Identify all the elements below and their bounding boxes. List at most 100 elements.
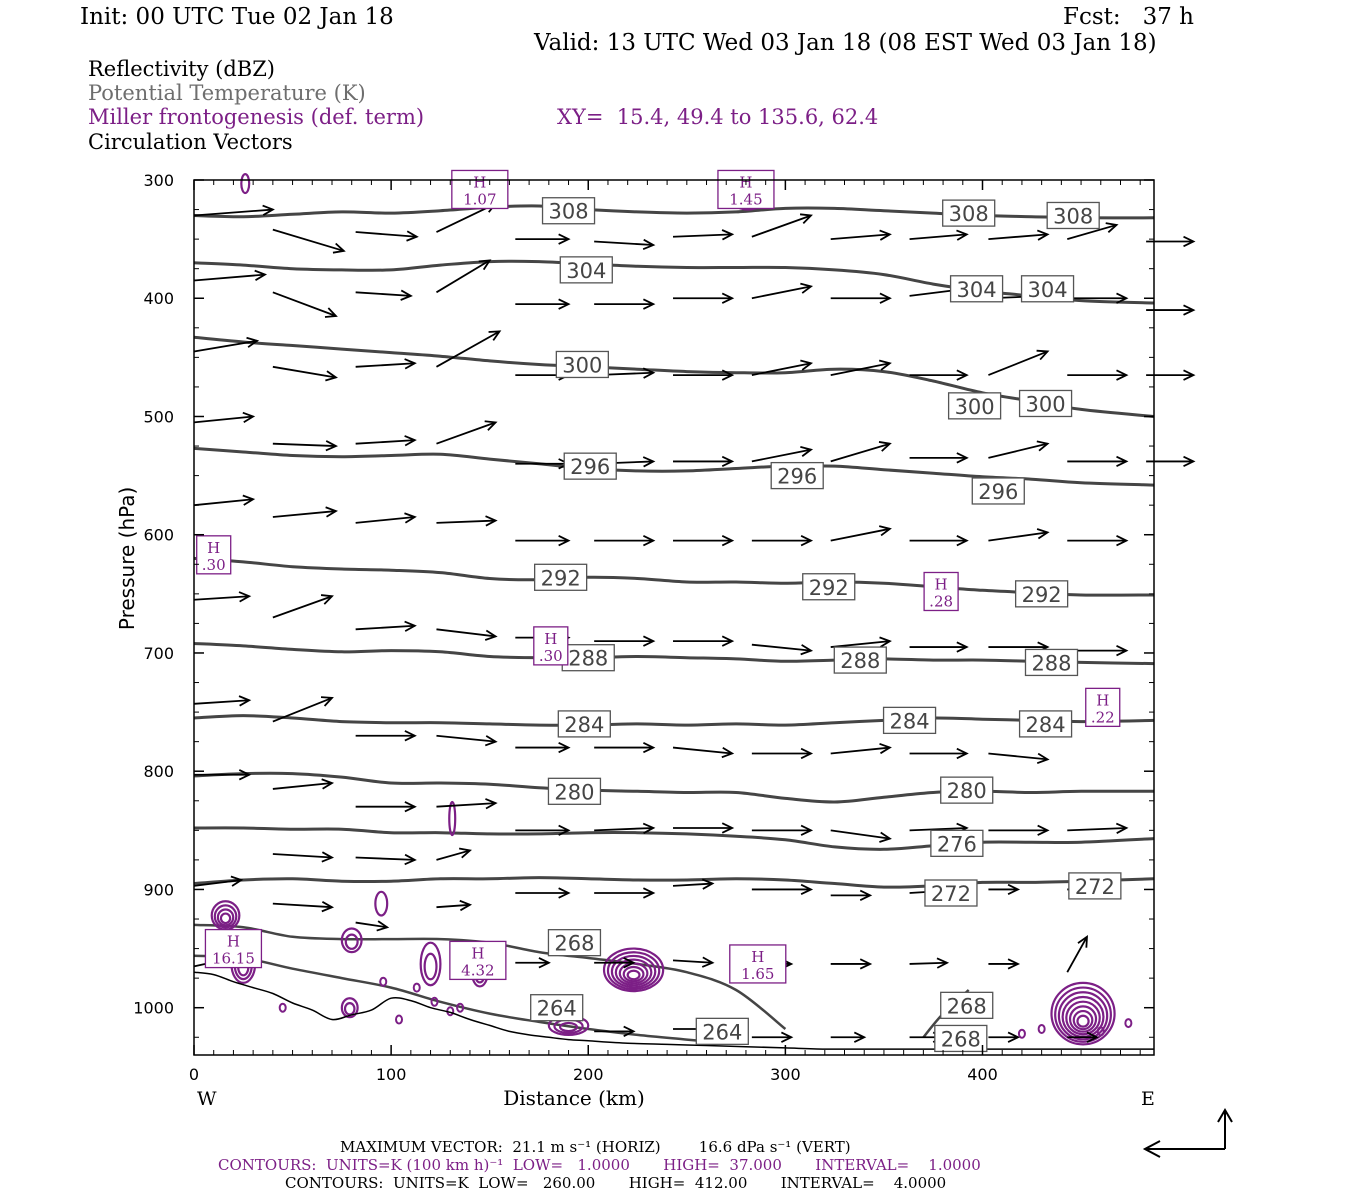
circulation-vector	[830, 829, 890, 840]
fronto-max-label: H	[207, 539, 220, 557]
theta-label: 296	[978, 480, 1018, 504]
vector-arrowhead	[936, 957, 950, 969]
circulation-vector	[594, 827, 654, 832]
x-axis-label: Distance (km)	[503, 1086, 645, 1110]
theta-label: 268	[947, 994, 987, 1018]
vector-arrowhead	[400, 289, 413, 301]
maximum-vector-note: MAXIMUM VECTOR: 21.1 m s⁻¹ (HORIZ) 16.6 …	[340, 1138, 851, 1156]
vector-arrowhead	[1183, 304, 1196, 316]
vector-arrowhead	[879, 742, 892, 755]
circulation-vector	[355, 362, 415, 368]
circulation-vector	[909, 233, 967, 241]
vector-arrowhead	[721, 292, 735, 304]
vector-arrowhead	[404, 730, 417, 742]
vector-arrowhead	[642, 822, 656, 834]
circulation-vector	[193, 339, 258, 353]
vector-arrowhead	[643, 298, 656, 310]
theta-label: 304	[566, 259, 606, 283]
vector-arrowhead	[721, 822, 735, 834]
vector-arrowhead	[643, 741, 656, 754]
fronto-max-label: H	[544, 630, 557, 648]
y-tick-label: 400	[143, 289, 174, 308]
vector-arrowhead	[956, 641, 969, 653]
theta-line-292	[193, 556, 1155, 597]
vector-arrowhead	[376, 920, 390, 932]
fronto-contour	[1057, 991, 1109, 1041]
fronto-contour	[395, 1014, 404, 1025]
vector-arrowhead	[1007, 958, 1021, 970]
fronto-contour	[412, 982, 421, 993]
circulation-vector	[355, 624, 415, 631]
fronto-contour	[626, 969, 641, 981]
fronto-max-value: .30	[539, 647, 563, 665]
fronto-max-box	[204, 928, 263, 969]
circulation-vector	[672, 233, 733, 238]
y-tick-label: 1000	[133, 999, 174, 1018]
circulation-vector	[988, 350, 1048, 376]
vector-arrowhead	[721, 746, 735, 759]
vector-arrowhead	[1183, 369, 1196, 381]
circulation-vector	[193, 273, 266, 282]
vector-arrowhead	[623, 1025, 636, 1037]
theta-line-288	[193, 642, 1155, 666]
circulation-vector	[830, 746, 890, 755]
circulation-vector	[988, 531, 1048, 542]
vector-arrowhead	[800, 824, 814, 836]
vector-arrowhead	[558, 741, 571, 754]
y-tick-label: 500	[143, 407, 174, 426]
vector-arrowhead	[956, 369, 969, 381]
vector-arrowhead	[859, 889, 873, 901]
vector-arrowhead	[238, 591, 252, 603]
circulation-vector	[1066, 936, 1088, 973]
circulation-vector	[751, 214, 812, 238]
theta-label-box	[1014, 580, 1069, 608]
vector-arrowhead	[780, 1031, 794, 1043]
vector-arrowhead	[485, 515, 498, 527]
circulation-vector	[988, 752, 1048, 761]
legend-reflectivity: Reflectivity (dBZ)	[88, 57, 276, 81]
vector-arrowhead	[956, 452, 969, 464]
reference-vector-icon	[1142, 1108, 1233, 1158]
fronto-contour	[423, 952, 438, 981]
vector-arrowhead	[721, 635, 735, 647]
vector-arrowhead	[1037, 824, 1050, 836]
vector-arrowhead	[643, 635, 656, 647]
theta-label-box	[1020, 275, 1075, 303]
fronto-contour	[1050, 981, 1116, 1046]
theta-label-box	[555, 350, 609, 379]
fronto-max-box	[729, 944, 787, 984]
theta-label-box	[942, 199, 996, 227]
vector-arrowhead	[478, 259, 492, 271]
theta-label-box	[930, 829, 984, 857]
vector-arrowhead	[701, 878, 715, 890]
circulation-vector	[436, 421, 496, 445]
circulation-vector	[193, 415, 254, 424]
circulation-vector	[830, 527, 891, 542]
vector-arrowhead	[1086, 1031, 1099, 1043]
vector-arrowhead	[642, 456, 656, 468]
circulation-vector	[272, 365, 337, 379]
theta-label-box	[561, 644, 615, 672]
vector-arrowhead	[1007, 883, 1021, 896]
fronto-max-value: 4.32	[461, 961, 494, 979]
theta-line-296	[193, 446, 1155, 487]
theta-label-box	[924, 879, 978, 907]
vector-arrowhead	[558, 298, 571, 310]
circulation-vector	[193, 699, 250, 705]
vector-arrowhead	[878, 359, 892, 371]
vector-arrowhead	[800, 883, 814, 896]
theta-label: 272	[1075, 875, 1115, 899]
theta-label: 264	[537, 997, 577, 1021]
circulation-vector	[672, 746, 733, 755]
theta-label-box	[1024, 648, 1079, 677]
fronto-contour	[558, 1021, 579, 1033]
fronto-contour	[344, 933, 359, 950]
vector-arrowhead	[484, 420, 498, 431]
theta-label: 264	[702, 1020, 742, 1044]
vector-arrowhead	[404, 801, 417, 813]
vector-arrowhead	[242, 411, 256, 424]
circulation-vector	[672, 959, 713, 964]
theta-label: 304	[957, 278, 997, 302]
vector-arrowhead	[1116, 535, 1129, 547]
vector-arrowhead	[1077, 934, 1088, 948]
